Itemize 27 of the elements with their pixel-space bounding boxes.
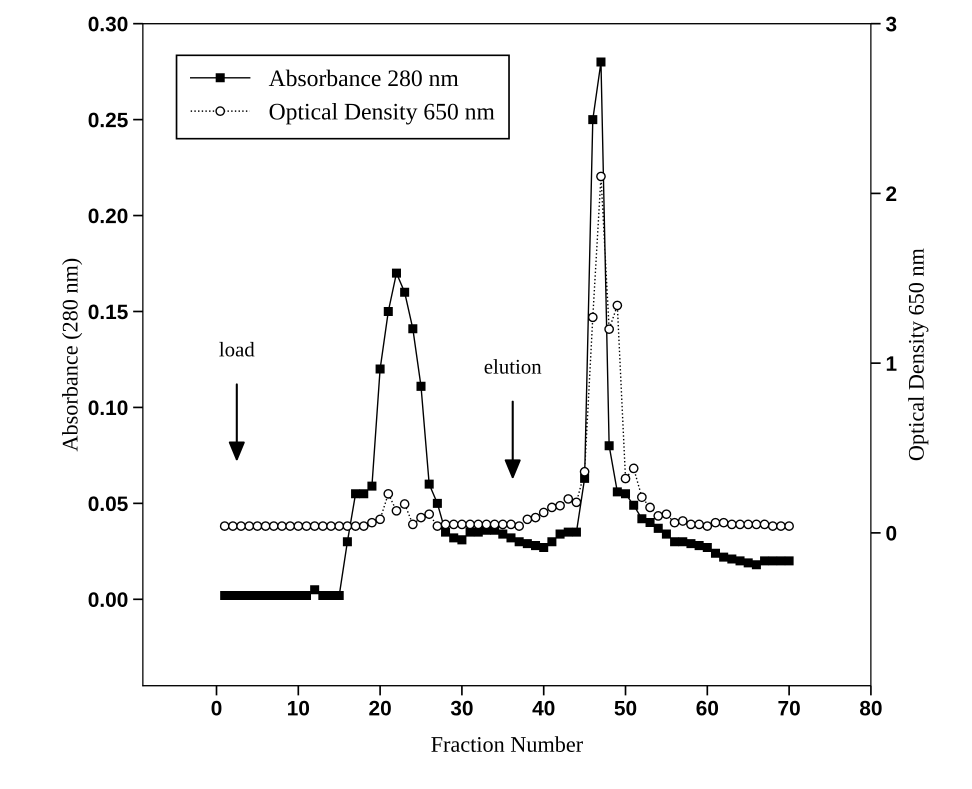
y-axis-title: Absorbance (280 nm) xyxy=(62,258,82,452)
y2-tick-label: 2 xyxy=(886,186,896,201)
x-tick-label: 20 xyxy=(369,700,391,716)
y-tick-label: 0.15 xyxy=(88,304,128,320)
x-tick-label: 80 xyxy=(860,700,882,716)
x-tick-label: 10 xyxy=(288,700,310,716)
y2-tick-label: 1 xyxy=(886,356,896,371)
x-tick-label: 40 xyxy=(532,700,554,716)
y-tick-label: 0.30 xyxy=(88,16,128,32)
y-tick-label: 0.20 xyxy=(88,208,128,224)
annotation: elution xyxy=(484,359,542,374)
x-tick-label: 60 xyxy=(696,700,718,716)
x-tick-label: 70 xyxy=(778,700,800,716)
x-tick-label: 50 xyxy=(614,700,636,716)
y2-axis-title: Optical Density 650 nm xyxy=(908,248,928,460)
legend-label: Absorbance 280 nm xyxy=(268,70,458,86)
y-tick-label: 0.25 xyxy=(88,112,128,128)
y2-tick-label: 0 xyxy=(886,526,896,541)
x-axis-title: Fraction Number xyxy=(431,736,583,752)
y2-tick-label: 3 xyxy=(886,16,896,32)
y-tick-label: 0.00 xyxy=(88,592,128,608)
y-tick-label: 0.05 xyxy=(88,496,128,512)
legend-label: Optical Density 650 nm xyxy=(270,103,494,124)
annotation: load xyxy=(219,342,254,357)
y-tick-label: 0.10 xyxy=(88,400,128,416)
x-tick-label: 0 xyxy=(212,700,222,716)
x-tick-label: 30 xyxy=(450,700,473,716)
